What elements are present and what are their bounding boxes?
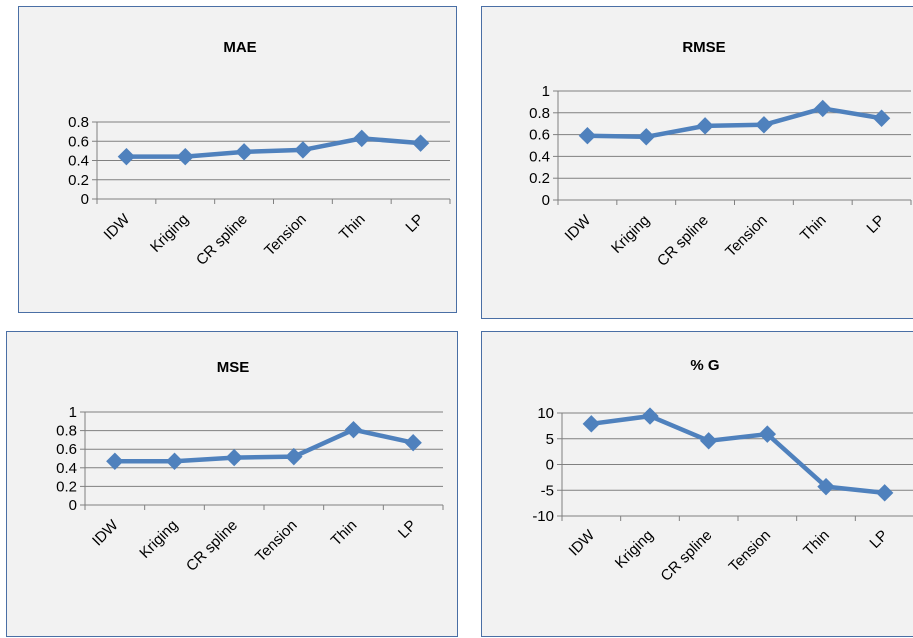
data-point [641,407,659,425]
x-tick-label: Thin [800,527,833,560]
data-point [285,447,303,466]
x-tick-label: Kriging [608,212,653,257]
series-line [114,427,414,464]
chart-title: MSE [217,359,250,376]
series-line [591,413,885,496]
data-point [696,117,714,135]
x-tick-label: LP [395,517,420,542]
x-tick-label: Thin [797,212,830,245]
data-point [817,477,835,496]
y-tick-label: 0.2 [56,478,77,495]
y-tick-label: 0 [542,192,550,209]
x-tick-label: Kriging [147,211,192,256]
y-tick-label: 0.6 [529,127,550,144]
data-point [294,141,312,159]
x-tick-label: Kriging [612,527,657,572]
data-point [353,129,371,148]
chart-title: MAE [223,39,256,56]
y-tick-label: 0.6 [56,441,77,458]
y-tick-label: 0 [546,457,554,474]
data-point [165,452,184,470]
x-tick-label: CR spline [193,211,251,269]
y-tick-label: 0.8 [68,114,89,131]
data-point [225,448,243,467]
data-point [117,147,136,166]
data-point [755,116,773,134]
x-tick-label: CR spline [657,527,715,585]
chart-panel-pct-g: % G -10 -5 0 5 10 IDW Kriging CR spline Tension Th… [481,331,913,637]
chart-pct-g: % G -10 -5 0 5 10 IDW Kriging CR spline Tension Th… [532,357,913,585]
data-point [411,134,430,152]
data-point [578,126,597,145]
y-tick-label: 0.2 [68,172,89,189]
data-point [814,99,832,118]
y-tick-label: 0.8 [529,105,550,122]
x-tick-label: IDW [89,516,122,549]
data-point [404,433,422,452]
x-tick-label: Tension [252,517,301,566]
x-tick-label: LP [402,211,427,236]
y-tick-label: 1 [542,83,550,100]
data-point [582,415,601,433]
y-tick-label: 1 [69,404,77,421]
y-tick-label: 0.4 [56,460,77,477]
x-tick-label: IDW [566,526,599,559]
x-tick-label: LP [866,527,891,552]
x-tick-label: Tension [261,211,310,260]
chart-panel-mae: MAE 0 0.2 0.4 0.6 0.8 IDW Kriging CR spline Tensi… [18,6,457,313]
x-tick-label: Tension [722,212,771,261]
x-tick-label: Tension [726,527,775,576]
data-point [344,420,363,439]
x-tick-label: Kriging [136,517,181,562]
x-tick-label: IDW [562,211,595,244]
data-point [235,143,253,161]
chart-mse: MSE 0 0.20.4 0.60.8 1 IDW Kriging CR spline Tens… [56,359,444,575]
chart-title: RMSE [682,39,725,56]
x-tick-label: IDW [101,210,134,243]
chart-panel-mse: MSE 0 0.2 0.4 0.6 0.8 1 IDW Kriging CR spline Tens… [6,331,458,637]
chart-title: % G [690,357,719,374]
data-point [699,432,718,450]
y-tick-label: 10 [537,405,554,422]
chart-panel-rmse: RMSE 0 0.2 0.4 0.6 0.8 1 IDW Kriging CR spline Ten… [481,6,913,319]
data-point [637,128,655,146]
y-tick-label: 0.4 [529,148,550,165]
data-point [176,147,194,166]
chart-rmse: RMSE 0 0.2 0.4 0.6 0.8 1 IDW Kriging CR spline Ten… [529,39,912,270]
y-tick-label: 0.4 [68,153,89,170]
series-line [126,136,421,159]
x-tick-label: LP [863,212,888,237]
data-point [875,484,894,502]
y-tick-label: 0.8 [56,423,77,440]
data-point [758,425,777,443]
y-tick-label: 0 [81,191,89,208]
y-tick-label: -10 [532,508,554,525]
y-tick-label: 0.6 [68,133,89,150]
series-line [587,106,882,140]
y-tick-label: 0.2 [529,170,550,187]
data-point [872,109,891,127]
chart-mae: MAE 0 0.2 0.4 0.6 0.8 IDW Kriging CR spline Tensi… [68,39,451,269]
x-tick-label: CR spline [183,517,241,575]
x-tick-label: Thin [328,517,361,550]
y-tick-label: 5 [546,431,554,448]
y-tick-label: -5 [541,482,554,499]
x-tick-label: Thin [336,211,369,244]
y-tick-label: 0 [69,497,77,514]
data-point [106,452,124,470]
x-tick-label: CR spline [654,212,712,270]
